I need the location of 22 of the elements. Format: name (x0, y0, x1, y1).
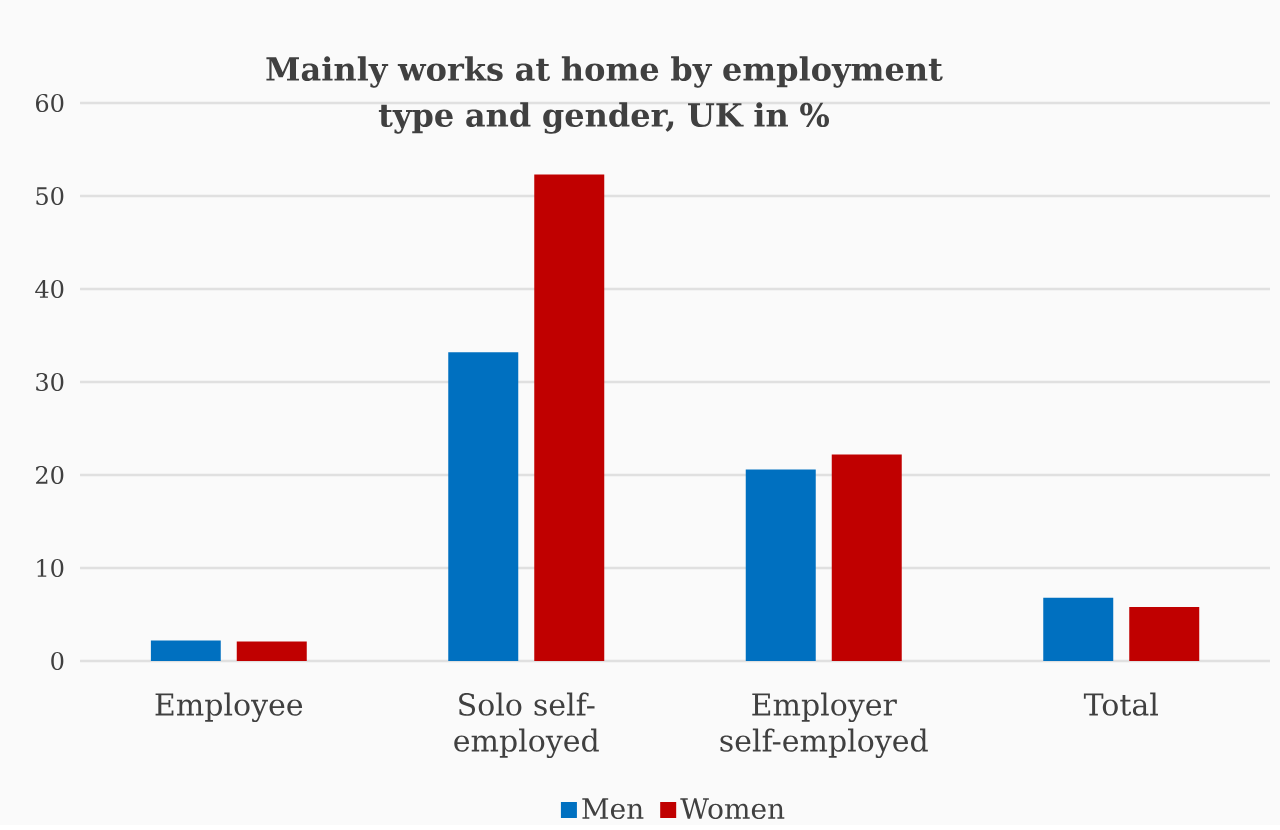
bar (534, 174, 605, 662)
y-tick-label: 20 (36, 466, 64, 485)
x-tick-label: Solo self-employed (454, 692, 599, 759)
bar (745, 469, 816, 662)
bar (448, 352, 519, 662)
x-tick-label: Employee (155, 692, 303, 723)
legend-label: Women (680, 798, 785, 820)
bar (1129, 607, 1200, 662)
y-tick-label: 40 (35, 280, 64, 299)
y-tick-label: 60 (36, 94, 64, 113)
bar (831, 454, 902, 662)
chart-title: Mainly works at home by employment type and gender, UK in % (266, 56, 943, 134)
legend-label: Men (582, 798, 644, 820)
bar (1043, 597, 1114, 662)
x-tick-label: Employer self-employed (720, 692, 928, 759)
bar (150, 640, 221, 662)
y-tick-label: 0 (51, 652, 64, 671)
bar (236, 641, 307, 662)
y-tick-label: 10 (37, 559, 64, 578)
x-tick-label: Total (1083, 692, 1158, 716)
y-tick-label: 30 (36, 373, 64, 392)
y-tick-label: 50 (36, 187, 64, 206)
